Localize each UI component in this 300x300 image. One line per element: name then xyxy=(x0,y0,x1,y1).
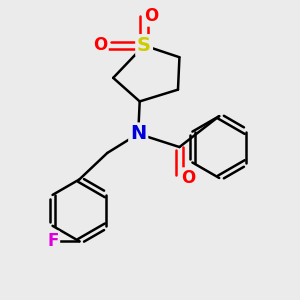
Text: S: S xyxy=(137,36,151,55)
Text: O: O xyxy=(144,7,159,25)
Text: F: F xyxy=(47,232,58,250)
Text: O: O xyxy=(93,37,107,55)
Text: N: N xyxy=(130,124,146,143)
Text: O: O xyxy=(181,169,195,187)
